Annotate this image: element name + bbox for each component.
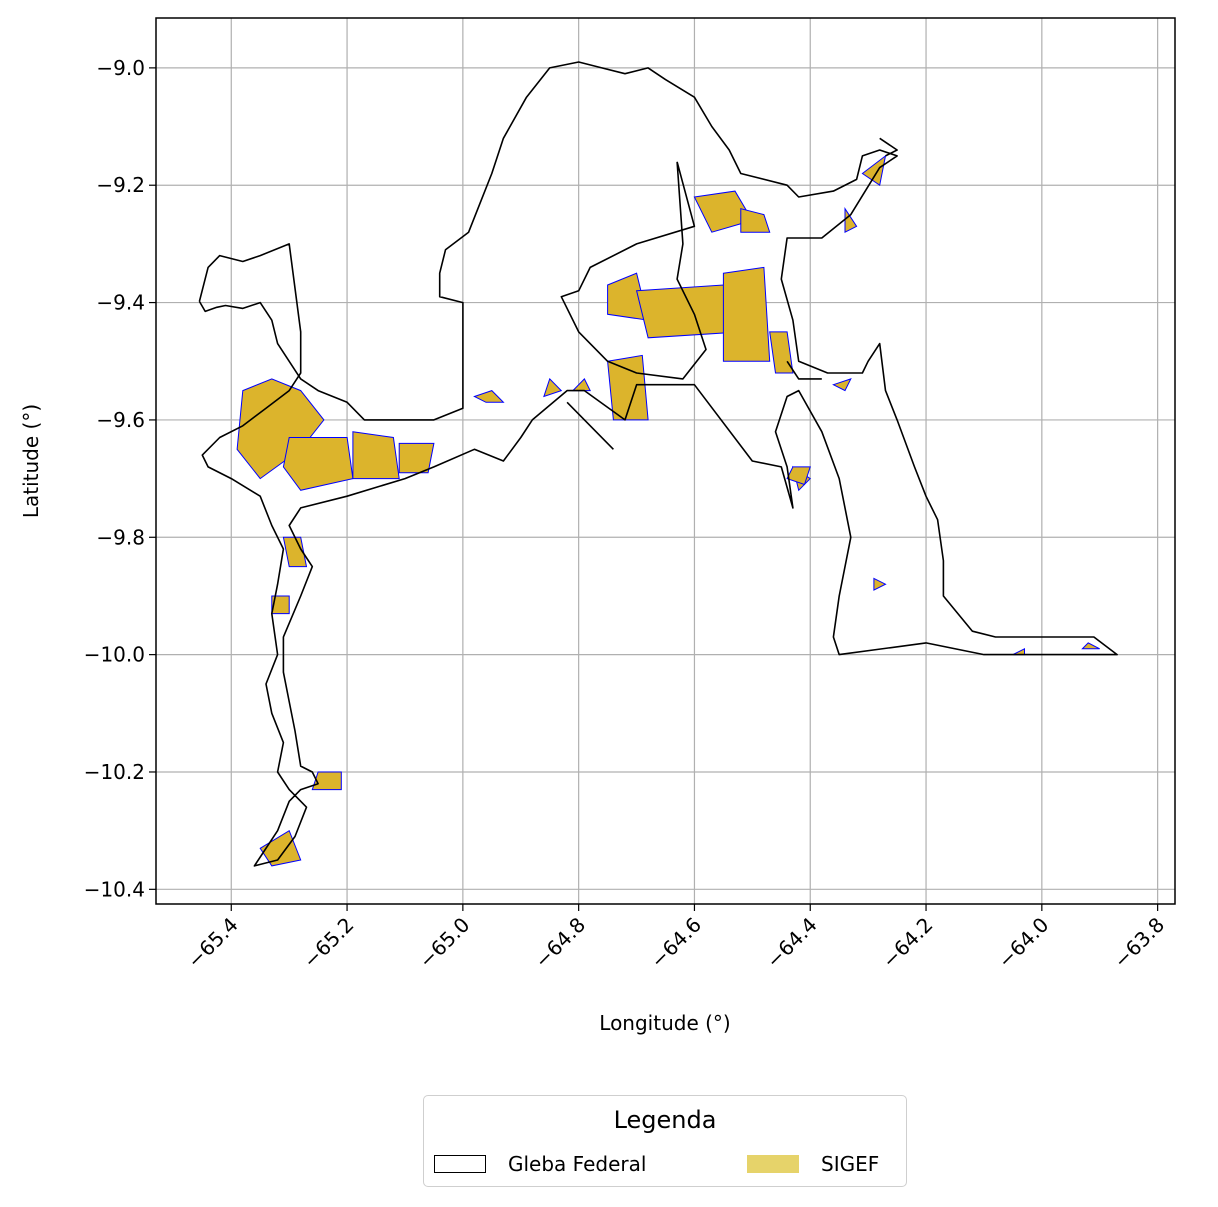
plot-frame — [155, 17, 1176, 905]
gleba-outline — [198, 61, 1118, 867]
sigef-parcel — [352, 431, 400, 480]
x-tick-label: −64.6 — [646, 913, 706, 973]
legend-title: Legenda — [613, 1106, 717, 1134]
sigef-parcel — [786, 466, 811, 486]
x-tick-label: −64.4 — [761, 913, 821, 973]
x-tick-label: −65.4 — [182, 913, 242, 973]
sigef-parcel — [271, 595, 290, 615]
sigef-parcel — [769, 331, 794, 374]
sigef-parcel — [1081, 642, 1100, 650]
grid — [156, 18, 1175, 904]
sigef-parcel — [607, 354, 649, 421]
sigef-parcel — [571, 378, 592, 392]
x-tick-label: −63.8 — [1109, 913, 1169, 973]
gleba-outline — [879, 137, 898, 157]
legend: Legenda Gleba Federal SIGEF — [423, 1095, 907, 1187]
gleba-swatch — [434, 1155, 486, 1173]
sigef-parcel — [844, 207, 858, 234]
y-tick-label: −10.4 — [84, 877, 145, 901]
x-tick-label: −65.0 — [414, 913, 474, 973]
y-tick-label: −9.4 — [96, 291, 145, 315]
x-axis-label: Longitude (°) — [599, 1011, 730, 1035]
sigef-parcel — [236, 378, 325, 480]
y-axis-ticks: −9.0 −9.2 −9.4 −9.6 −9.8 −10.0 −10.2 −10.4 — [84, 56, 156, 901]
legend-label-gleba: Gleba Federal — [508, 1152, 647, 1176]
y-tick-label: −9.8 — [96, 525, 145, 549]
sigef-parcel — [259, 829, 302, 867]
sigef-parcel — [543, 377, 563, 398]
y-axis-label: Latitude (°) — [19, 404, 43, 518]
sigef-parcel — [1012, 647, 1025, 656]
x-tick-label: −65.2 — [298, 913, 358, 973]
x-tick-label: −64.2 — [877, 913, 937, 973]
sigef-parcel — [311, 771, 342, 791]
y-tick-label: −10.0 — [84, 643, 145, 667]
sigef-swatch — [747, 1155, 799, 1173]
y-tick-label: −9.6 — [96, 408, 145, 432]
sigef-parcel — [722, 266, 771, 362]
x-tick-label: −64.0 — [993, 913, 1053, 973]
gleba-outline — [560, 161, 707, 380]
y-tick-label: −10.2 — [84, 760, 145, 784]
y-tick-label: −9.2 — [96, 173, 145, 197]
gleba-outline — [786, 360, 822, 380]
legend-item-sigef: SIGEF — [747, 1151, 879, 1177]
sigef-parcel — [861, 154, 887, 187]
sigef-parcel — [740, 208, 771, 233]
x-tick-label: −64.8 — [530, 913, 590, 973]
sigef-parcel — [282, 437, 354, 491]
y-tick-label: −9.0 — [96, 56, 145, 80]
sigef-parcel — [473, 390, 505, 403]
legend-item-gleba: Gleba Federal — [434, 1151, 646, 1177]
legend-label-sigef: SIGEF — [821, 1152, 880, 1176]
gleba-outline — [566, 401, 614, 450]
sigef-parcel — [832, 378, 852, 392]
sigef-parcel — [398, 442, 435, 474]
sigef-parcels — [236, 154, 1100, 867]
gleba-federal-outlines — [198, 61, 1118, 867]
sigef-parcel — [873, 577, 887, 591]
x-axis-ticks: −65.4 −65.2 −65.0 −64.8 −64.6 −64.4 −64.2 −64.0… — [182, 904, 1169, 973]
